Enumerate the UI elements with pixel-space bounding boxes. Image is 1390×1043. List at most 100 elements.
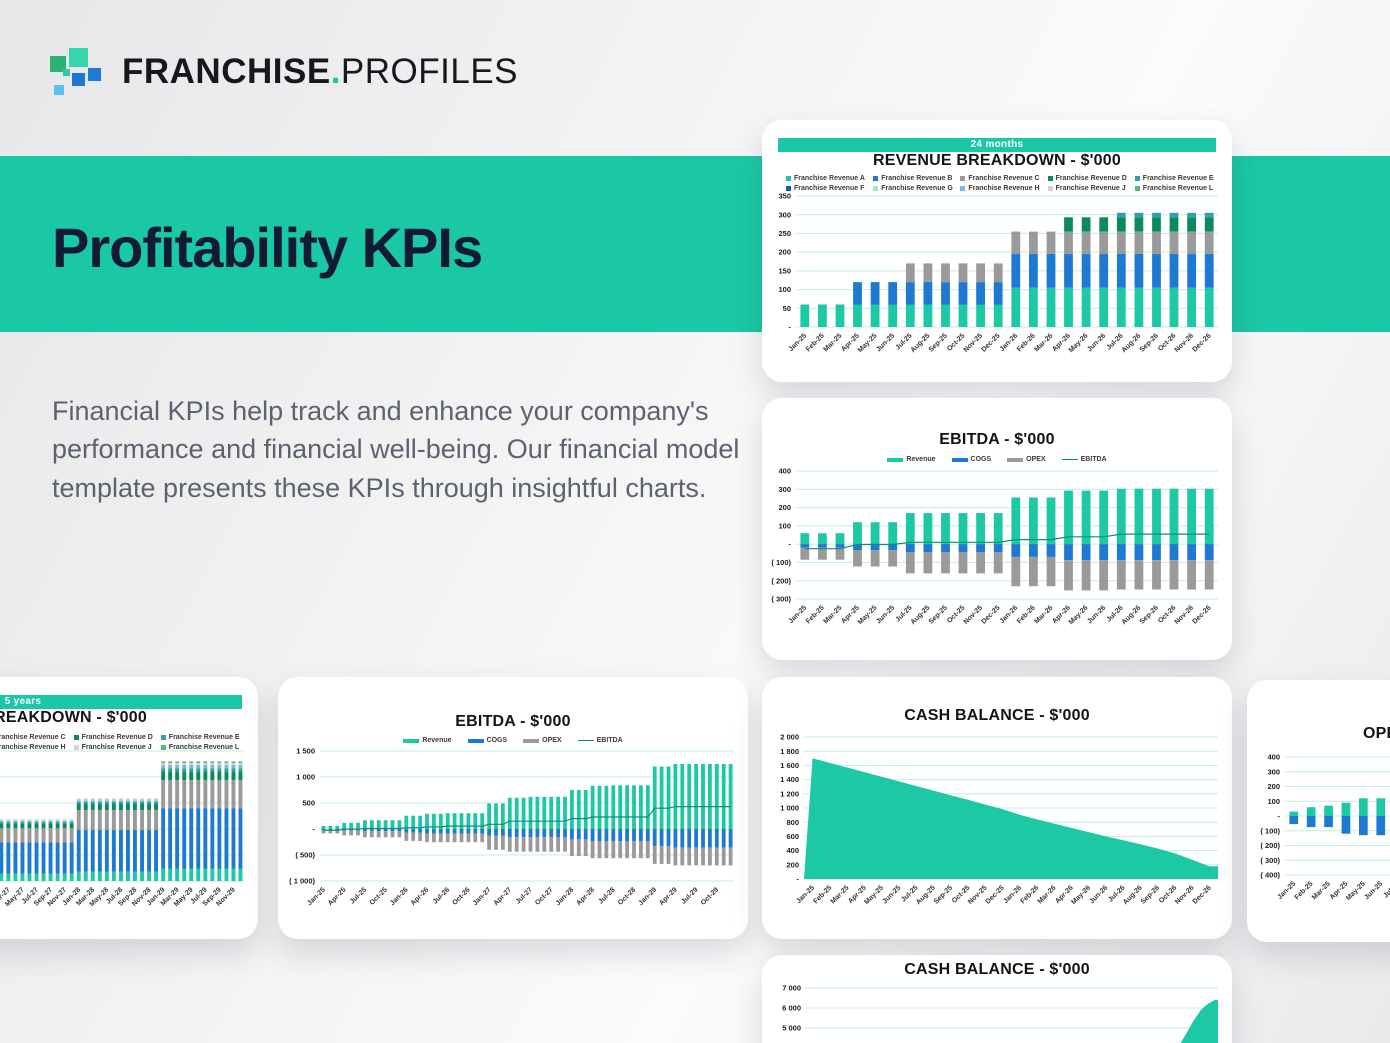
card-ebitda-24m: EBITDA - $'000 Revenue COGS OPEX EBITDA ( 3… (762, 398, 1232, 660)
svg-text:Mar-27: Mar-27 (0, 886, 12, 907)
svg-text:Dec-25: Dec-25 (980, 604, 1001, 625)
legend-item: Franchise Revenue H (0, 744, 66, 751)
svg-text:Oct-25: Oct-25 (369, 886, 389, 906)
cash-balance-24m-chart: - 200 400 600 800 1 000 1 200 1 400 1 600 1 800 2 … (780, 733, 1218, 906)
svg-text:-: - (789, 323, 792, 332)
svg-text:Mar-26: Mar-26 (1033, 604, 1054, 625)
legend-item: Franchise Revenue J (1047, 185, 1135, 192)
svg-text:Mar-26: Mar-26 (1033, 332, 1054, 353)
svg-text:Jun-26: Jun-26 (1088, 884, 1109, 905)
svg-text:200: 200 (1267, 782, 1280, 791)
svg-text:Aug-25: Aug-25 (910, 604, 932, 626)
legend-item: Franchise Revenue J (73, 744, 161, 751)
revenue-breakdown-24m-chart: -50100150200250300350Jan-25Feb-25Mar-25A… (778, 192, 1218, 354)
chart-title: REVENUE BREAKDOWN - $'000 (0, 709, 147, 726)
svg-text:Jun-25: Jun-25 (875, 332, 896, 353)
svg-text:Nov-26: Nov-26 (1174, 604, 1196, 626)
svg-text:100: 100 (778, 522, 791, 531)
chart-legend: Revenue COGS OPEX EBITDA (278, 737, 748, 744)
svg-text:200: 200 (778, 248, 791, 257)
svg-text:1 800: 1 800 (780, 747, 799, 756)
svg-text:Sep-25: Sep-25 (928, 332, 949, 353)
svg-text:Mar-25: Mar-25 (830, 884, 851, 905)
chart-title: OPE (1363, 725, 1390, 742)
svg-text:400: 400 (1267, 753, 1280, 762)
brand-light: PROFILES (340, 52, 519, 91)
svg-text:Feb-26: Feb-26 (1016, 332, 1037, 353)
legend-item: Franchise Revenue H (960, 185, 1047, 192)
svg-text:Aug-26: Aug-26 (1121, 332, 1143, 354)
svg-text:Dec-26: Dec-26 (1191, 332, 1212, 353)
svg-text:( 500): ( 500) (295, 851, 315, 860)
svg-text:Nov-25: Nov-25 (963, 604, 985, 626)
svg-text:Aug-25: Aug-25 (910, 332, 932, 354)
svg-text:Mar-25: Mar-25 (1311, 880, 1332, 901)
svg-text:Oct-27: Oct-27 (534, 886, 554, 906)
svg-text:Jan-28: Jan-28 (555, 886, 576, 907)
svg-text:Dec-25: Dec-25 (985, 884, 1006, 905)
svg-text:100: 100 (1267, 797, 1280, 806)
svg-text:Jan-29: Jan-29 (637, 886, 658, 907)
svg-text:Jun-26: Jun-26 (1086, 332, 1107, 353)
svg-text:Dec-26: Dec-26 (1191, 604, 1212, 625)
legend-item: Revenue (887, 456, 936, 463)
period-badge: 5 years (0, 695, 242, 709)
page-description: Financial KPIs help track and enhance yo… (52, 396, 740, 503)
chart-title: REVENUE BREAKDOWN - $'000 (873, 152, 1121, 169)
legend-item: Franchise Revenue D (1047, 175, 1135, 182)
legend-item: OPEX (1007, 456, 1046, 463)
svg-text:Oct-29: Oct-29 (700, 886, 720, 906)
svg-text:Sep-25: Sep-25 (928, 604, 949, 625)
card-opex-partial: OPE ( 400) ( 300) ( 200) ( 100) - 100 200 300 40… (1247, 680, 1390, 942)
svg-text:600: 600 (786, 832, 799, 841)
svg-text:Feb-25: Feb-25 (805, 332, 826, 353)
chart-title: EBITDA - $'000 (455, 713, 571, 730)
svg-text:Jun-25: Jun-25 (875, 604, 896, 625)
svg-text:-: - (789, 540, 792, 549)
svg-text:Aug-25: Aug-25 (915, 884, 937, 906)
legend-item: Franchise Revenue G (873, 185, 960, 192)
legend-item: Franchise Revenue L (1134, 185, 1222, 192)
svg-text:400: 400 (786, 846, 799, 855)
legend-item: Franchise Revenue F (786, 185, 873, 192)
svg-text:100: 100 (778, 285, 791, 294)
svg-text:-: - (797, 875, 800, 884)
svg-text:Jun-25: Jun-25 (881, 884, 902, 905)
svg-text:5 000: 5 000 (782, 1024, 801, 1033)
svg-text:May-25: May-25 (863, 884, 885, 906)
svg-text:Jul-29: Jul-29 (680, 886, 699, 905)
ebitda-5y-chart: ( 1 000) ( 500) - 500 1 000 1 500 Jan-25 Apr-25… (289, 747, 734, 907)
chart-title: EBITDA - $'000 (939, 431, 1055, 448)
svg-text:1 200: 1 200 (780, 789, 799, 798)
svg-text:1 000: 1 000 (296, 773, 315, 782)
legend-item: OPEX (523, 737, 562, 744)
svg-text:7 000: 7 000 (782, 984, 801, 993)
svg-text:250: 250 (778, 229, 791, 238)
svg-text:1 000: 1 000 (780, 804, 799, 813)
svg-text:( 100): ( 100) (1260, 826, 1280, 835)
svg-text:Jun-26: Jun-26 (1086, 604, 1107, 625)
svg-text:Jan-25: Jan-25 (306, 886, 327, 907)
svg-text:300: 300 (778, 485, 791, 494)
svg-text:Oct-26: Oct-26 (451, 886, 471, 906)
svg-text:Oct-28: Oct-28 (617, 886, 637, 906)
svg-text:Mar-26: Mar-26 (1037, 884, 1058, 905)
svg-text:1 600: 1 600 (780, 761, 799, 770)
legend-item: Franchise Revenue E (160, 734, 248, 741)
logo-squares-icon (50, 44, 102, 100)
svg-text:Dec-26: Dec-26 (1192, 884, 1213, 905)
svg-text:Apr-27: Apr-27 (493, 886, 514, 907)
svg-text:Apr-28: Apr-28 (575, 886, 596, 907)
period-badge: 24 months (778, 138, 1216, 152)
svg-text:150: 150 (778, 267, 791, 276)
ebitda-24m-chart: ( 300)( 200)( 100)-100200300400Jan-25Feb… (771, 467, 1218, 626)
opex-partial-chart: ( 400)( 300)( 200)( 100)-100200300400Jan… (1260, 753, 1390, 902)
svg-text:( 400): ( 400) (1260, 871, 1280, 880)
svg-text:-: - (313, 825, 316, 834)
svg-text:Jul-28: Jul-28 (597, 886, 616, 905)
